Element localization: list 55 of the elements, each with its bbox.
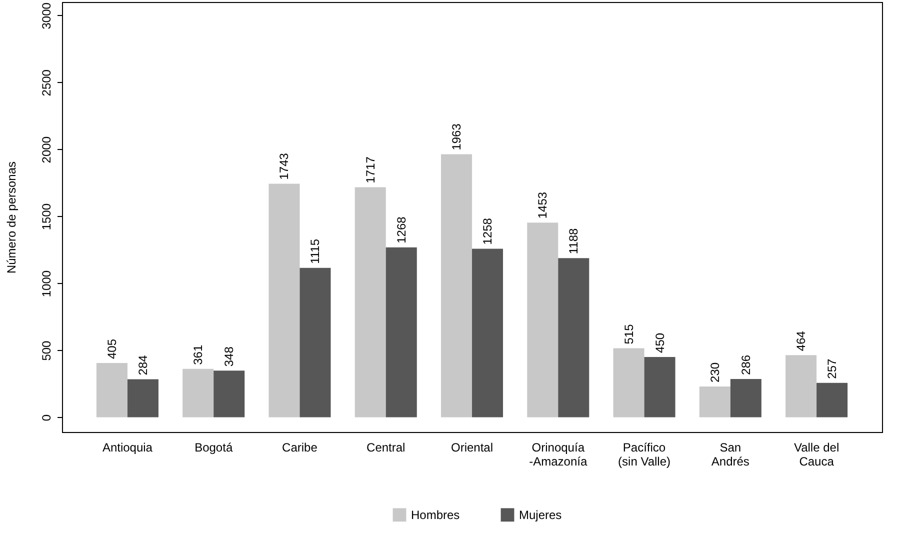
bar — [127, 379, 158, 418]
x-tick-label: Oriental — [450, 440, 494, 454]
data-label: 1743 — [277, 152, 292, 180]
data-label: 1717 — [363, 156, 378, 184]
bar — [730, 378, 762, 418]
bar — [472, 248, 504, 418]
y-tick-label: 1500 — [40, 203, 54, 230]
data-label: 1963 — [449, 123, 464, 150]
data-label: 464 — [794, 330, 808, 352]
x-tick-label: Orinoquía -Amazonía — [529, 440, 588, 468]
data-label: 1258 — [480, 218, 495, 245]
x-tick-label: Caribe — [282, 440, 318, 454]
y-tick-label: 500 — [40, 340, 54, 361]
legend-label: Hombres — [411, 508, 460, 522]
bar — [386, 247, 417, 418]
x-tick-label: San Andrés — [711, 440, 750, 468]
x-tick-label: Antioquia — [102, 440, 153, 454]
x-tick-label: Bogotá — [194, 440, 233, 454]
bar — [354, 187, 386, 418]
data-label: 1453 — [536, 192, 550, 219]
bar — [816, 382, 848, 418]
y-tick-label: 0 — [40, 414, 54, 422]
bar — [182, 368, 214, 418]
bar — [786, 355, 817, 418]
bar — [96, 363, 128, 418]
data-label: 230 — [708, 362, 722, 382]
y-tick-label: 2000 — [40, 136, 54, 164]
data-label: 405 — [104, 338, 119, 360]
y-axis-title: Número de personas — [4, 161, 18, 274]
data-label: 361 — [191, 344, 206, 365]
bar — [613, 348, 644, 418]
x-tick-label: Valle del Cauca — [794, 440, 840, 468]
bar — [644, 356, 676, 418]
data-label: 1268 — [394, 216, 408, 244]
data-label: 348 — [222, 346, 236, 367]
y-tick-label: 1000 — [40, 270, 54, 298]
bar — [440, 154, 472, 418]
bar — [699, 386, 730, 418]
data-label: 1115 — [308, 238, 322, 264]
data-label: 286 — [738, 354, 753, 375]
x-tick-label: Pacífico (sin Valle) — [618, 440, 671, 468]
data-label: 450 — [652, 332, 667, 353]
data-label: 257 — [825, 358, 840, 379]
bar — [558, 258, 590, 418]
bar — [268, 184, 300, 418]
data-label: 284 — [136, 354, 150, 376]
bar — [214, 370, 245, 418]
data-label: 1188 — [566, 228, 581, 254]
y-tick-label: 3000 — [40, 2, 54, 30]
y-tick-label: 2500 — [40, 69, 54, 96]
bar — [527, 222, 558, 418]
bar — [300, 268, 331, 418]
x-tick-label: Central — [366, 440, 406, 454]
legend-label: Mujeres — [519, 508, 562, 522]
data-label: 515 — [622, 324, 636, 344]
